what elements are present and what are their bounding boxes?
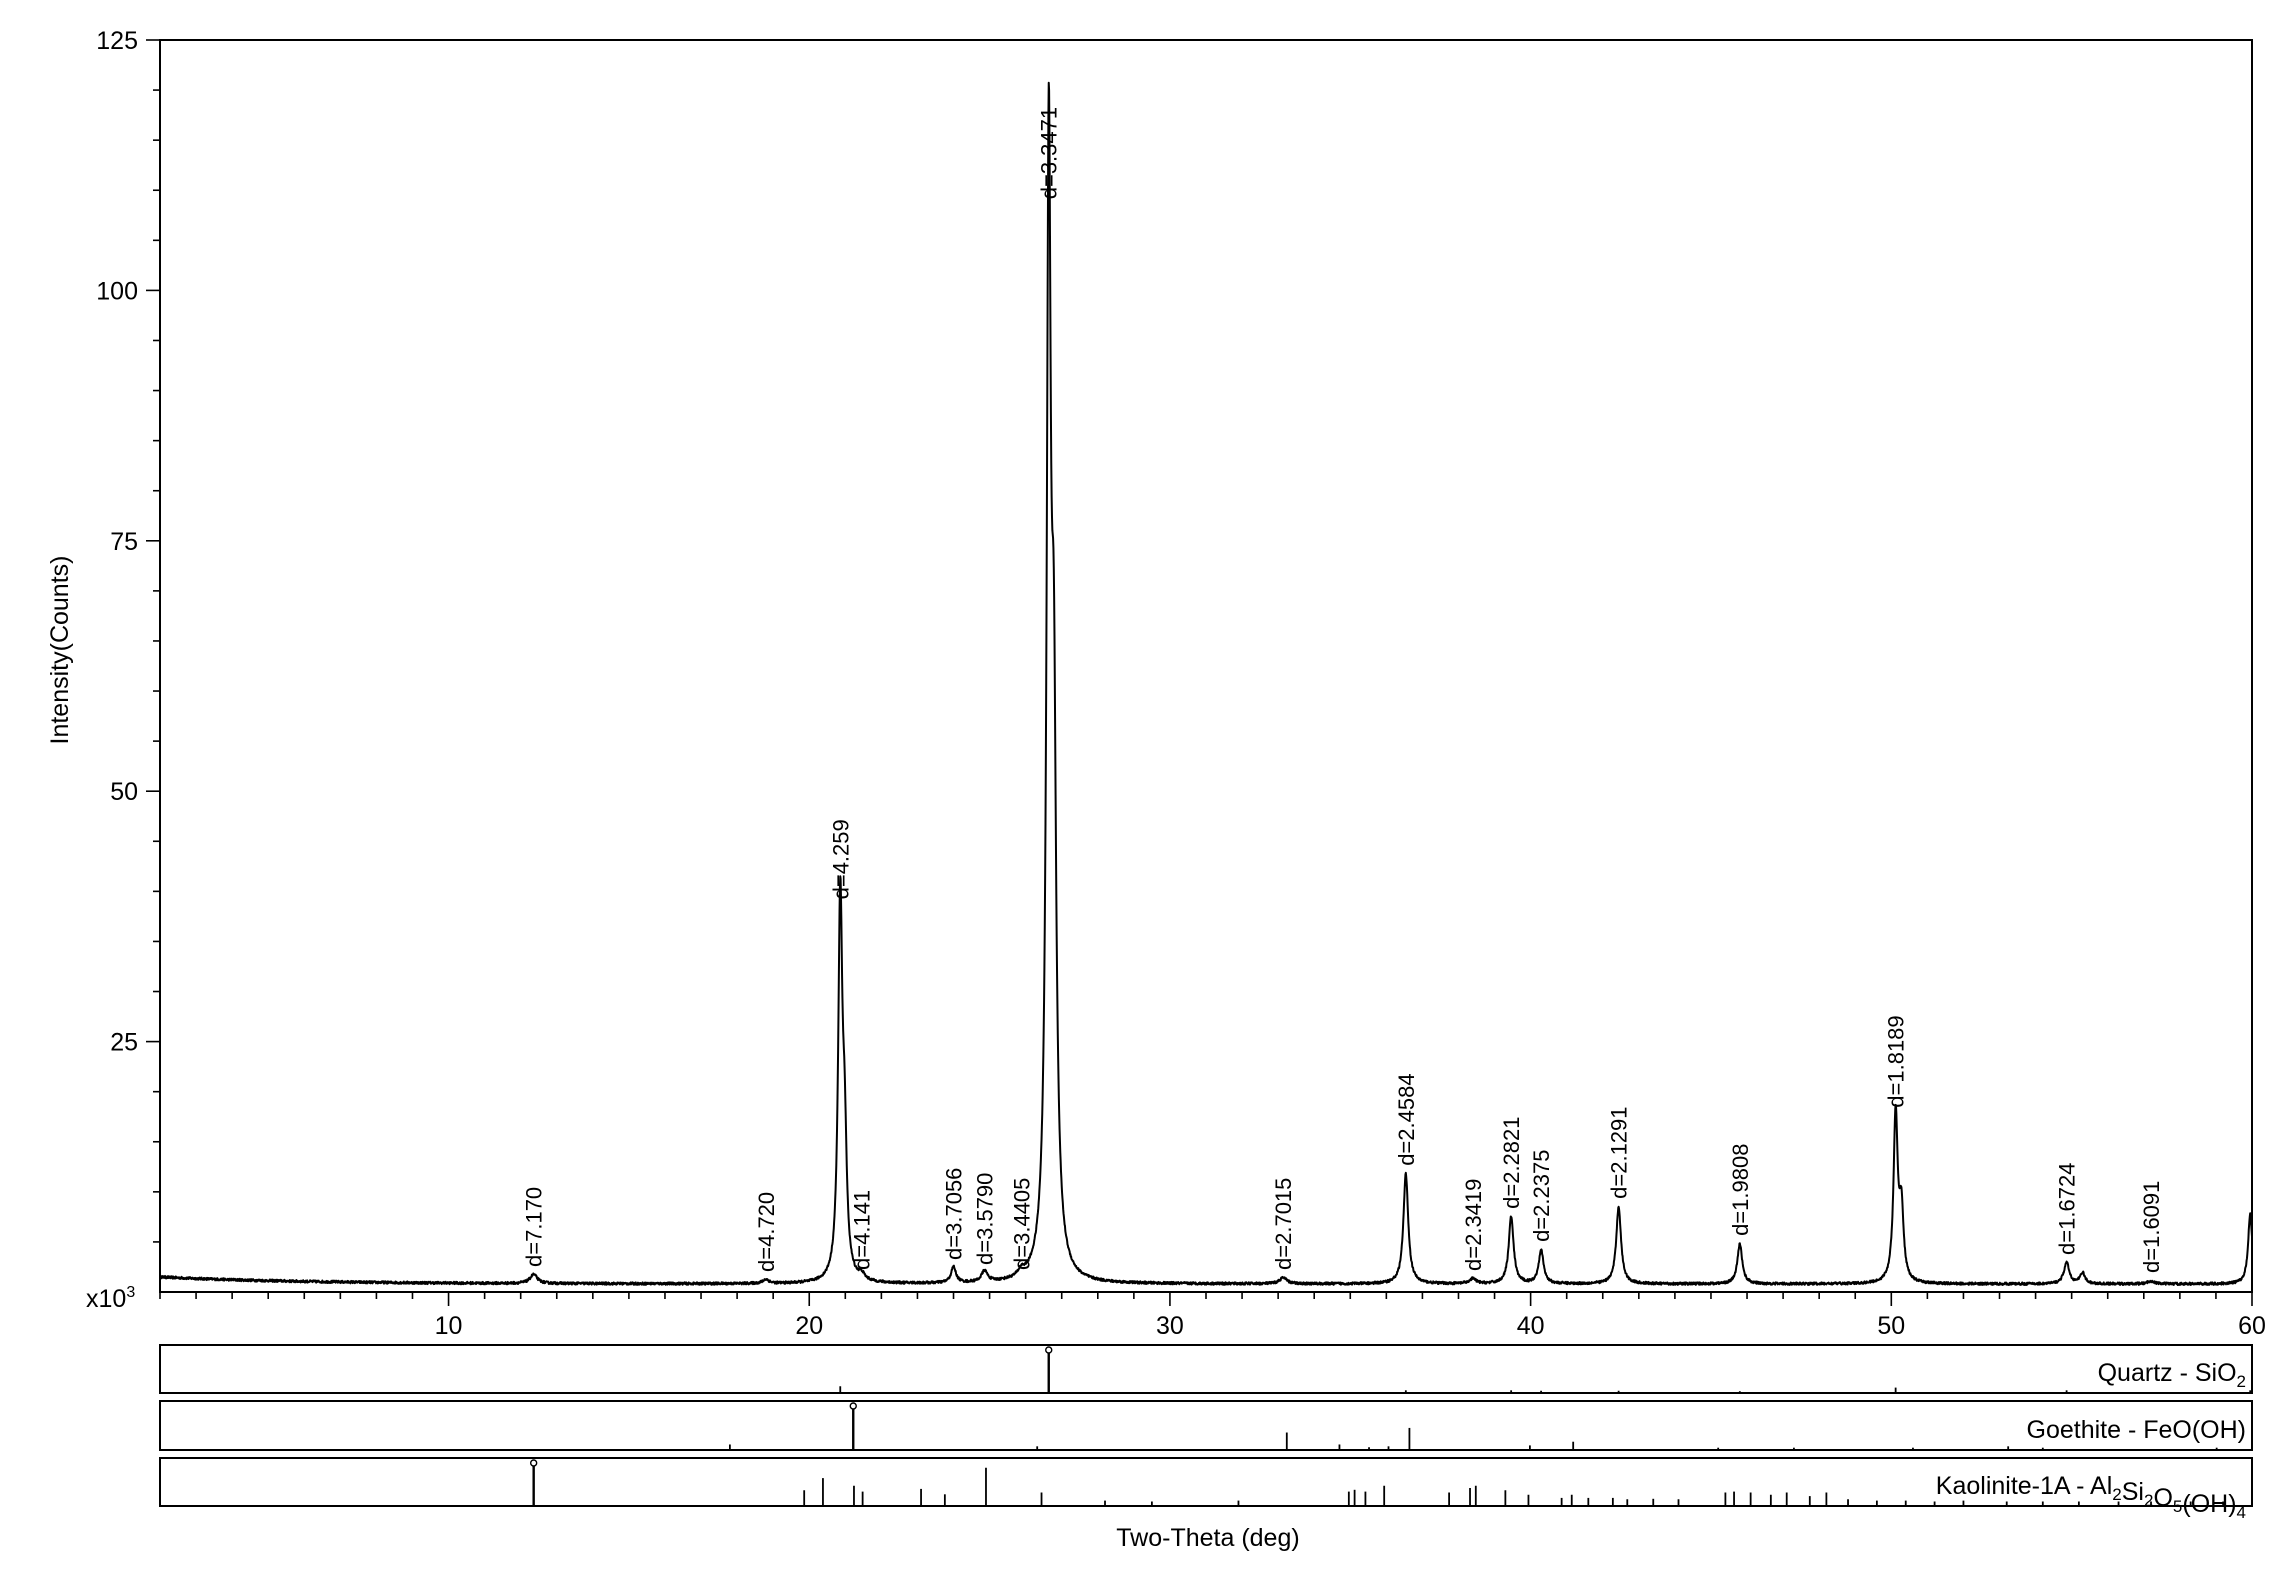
phase-label: Goethite - FeO(OH) [2027, 1416, 2247, 1444]
plot-area [159, 81, 2253, 1287]
x-tick-label: 10 [435, 1312, 463, 1340]
peak-label: d=7.170 [522, 1187, 547, 1267]
x-tick-label: 60 [2238, 1312, 2266, 1340]
peak-label: d=1.9808 [1728, 1144, 1753, 1236]
peak-label: d=2.3419 [1461, 1179, 1486, 1271]
peak-label: d=1.6091 [2139, 1181, 2164, 1273]
reference-panel: Goethite - FeO(OH) [159, 1400, 2253, 1451]
peak-label: d=3.3471 [1037, 107, 1062, 199]
peak-label: d=1.6724 [2055, 1163, 2080, 1255]
peak-label: d=4.259 [828, 819, 853, 899]
reference-panels: Quartz - SiO2 Goethite - FeO(OH) Kaolinite… [159, 1344, 2253, 1522]
strongest-line-marker [529, 1459, 538, 1467]
peak-label: d=3.5790 [973, 1173, 998, 1265]
strongest-line-marker [849, 1402, 857, 1410]
y-tick-label: 75 [110, 528, 138, 556]
peak-label: d=2.4584 [1394, 1073, 1419, 1165]
x-tick-label: 40 [1517, 1312, 1545, 1340]
y-multiplier-label: x103 [86, 1284, 135, 1313]
reference-panel: Quartz - SiO2 [159, 1344, 2253, 1394]
reference-panel-frame [159, 1344, 2253, 1394]
y-axis-label: Intensity(Counts) [46, 556, 74, 745]
y-tick-label: 100 [96, 277, 138, 305]
phase-label: Quartz - SiO2 [2098, 1359, 2246, 1391]
x-tick-label: 30 [1156, 1312, 1184, 1340]
diffraction-series [159, 81, 2253, 1287]
y-multiplier-exponent: 3 [126, 1284, 135, 1301]
x-tick-label: 50 [1877, 1312, 1905, 1340]
peak-label: d=1.8189 [1884, 1015, 1909, 1107]
x-axis-label: Two-Theta (deg) [1116, 1524, 1299, 1552]
y-multiplier-base: x10 [86, 1285, 126, 1313]
reference-panel-frame [159, 1400, 2253, 1451]
peak-label: d=2.1291 [1607, 1106, 1632, 1198]
peak-label: d=4.720 [754, 1192, 779, 1272]
x-tick-label: 20 [795, 1312, 823, 1340]
peak-label: d=2.2375 [1529, 1150, 1554, 1242]
axes: 10 20 30 40 50 60 25 50 75 100 125 [96, 27, 2266, 1340]
plot-frame [159, 39, 2253, 1293]
peak-label: d=3.7056 [942, 1168, 967, 1260]
reference-panel: Kaolinite-1A - Al2Si2O5(OH)4 [159, 1457, 2253, 1522]
peak-label: d=2.7015 [1271, 1178, 1296, 1270]
y-tick-label: 25 [110, 1029, 138, 1057]
strongest-line-marker [1045, 1346, 1053, 1354]
y-tick-label: 125 [96, 27, 138, 55]
peak-label: d=3.4405 [1009, 1178, 1034, 1270]
peak-label: d=4.141 [850, 1190, 875, 1270]
reference-panel-frame [159, 1457, 2253, 1507]
phase-label: Kaolinite-1A - Al2Si2O5(OH)4 [1936, 1472, 2246, 1522]
y-tick-label: 50 [110, 778, 138, 806]
peak-label: d=2.2821 [1499, 1117, 1524, 1209]
